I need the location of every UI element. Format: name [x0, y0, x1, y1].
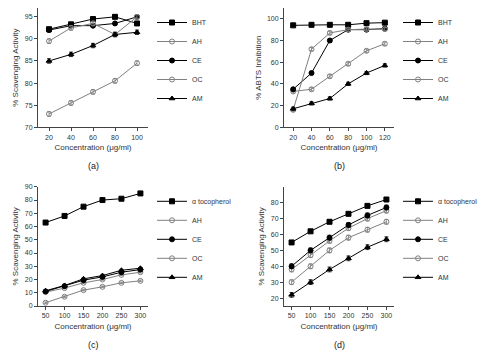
svg-text:AM: AM: [192, 274, 203, 281]
svg-text:BHT: BHT: [438, 19, 453, 26]
svg-text:10: 10: [25, 289, 33, 296]
svg-text:50: 50: [271, 247, 279, 254]
svg-text:60: 60: [271, 59, 279, 66]
svg-text:250: 250: [116, 312, 128, 319]
svg-text:CE: CE: [438, 236, 448, 243]
svg-text:OC: OC: [438, 76, 449, 83]
svg-text:100: 100: [131, 134, 143, 141]
svg-text:90: 90: [25, 183, 33, 190]
svg-text:% Scavenging Activity: % Scavenging Activity: [12, 207, 21, 285]
svg-text:OC: OC: [192, 255, 203, 262]
svg-text:100: 100: [59, 312, 71, 319]
svg-text:20: 20: [45, 134, 53, 141]
svg-text:80: 80: [25, 80, 33, 87]
svg-text:200: 200: [343, 312, 355, 319]
svg-text:Concentration (μg/ml): Concentration (μg/ml): [54, 322, 131, 331]
svg-text:40: 40: [271, 80, 279, 87]
svg-text:OC: OC: [438, 255, 449, 262]
svg-text:% ABTS Inhibition: % ABTS Inhibition: [254, 36, 263, 100]
svg-text:AH: AH: [438, 217, 448, 224]
svg-text:BHT: BHT: [192, 19, 207, 26]
svg-text:80: 80: [344, 134, 352, 141]
svg-text:70: 70: [271, 215, 279, 222]
svg-text:150: 150: [78, 312, 90, 319]
svg-text:200: 200: [97, 312, 109, 319]
svg-text:20: 20: [289, 134, 297, 141]
svg-text:(c): (c): [88, 340, 99, 350]
svg-text:70: 70: [25, 124, 33, 131]
svg-text:80: 80: [271, 199, 279, 206]
svg-text:CE: CE: [438, 57, 448, 64]
svg-text:Concentration (μg/ml): Concentration (μg/ml): [300, 322, 377, 331]
svg-text:100: 100: [361, 134, 373, 141]
svg-text:75: 75: [25, 102, 33, 109]
svg-text:95: 95: [25, 13, 33, 20]
svg-text:0: 0: [275, 124, 279, 131]
svg-text:250: 250: [362, 312, 374, 319]
svg-text:% Scavenging Activity: % Scavenging Activity: [258, 207, 267, 285]
svg-text:40: 40: [271, 263, 279, 270]
svg-text:300: 300: [135, 312, 147, 319]
svg-text:Concentration (μg/ml): Concentration (μg/ml): [300, 143, 377, 152]
svg-text:70: 70: [25, 210, 33, 217]
svg-text:100: 100: [267, 15, 279, 22]
svg-text:(d): (d): [334, 340, 345, 350]
svg-text:80: 80: [111, 134, 119, 141]
svg-text:(b): (b): [334, 161, 345, 171]
svg-text:20: 20: [25, 276, 33, 283]
svg-text:40: 40: [308, 134, 316, 141]
svg-text:20: 20: [271, 102, 279, 109]
svg-text:AH: AH: [192, 217, 202, 224]
svg-text:AH: AH: [192, 38, 202, 45]
svg-text:AM: AM: [438, 95, 449, 102]
svg-text:30: 30: [25, 263, 33, 270]
svg-text:α tocopherol: α tocopherol: [192, 198, 231, 206]
svg-text:AM: AM: [192, 95, 203, 102]
svg-text:50: 50: [42, 312, 50, 319]
svg-text:90: 90: [25, 35, 33, 42]
svg-text:AH: AH: [438, 38, 448, 45]
svg-text:150: 150: [324, 312, 336, 319]
svg-text:85: 85: [25, 57, 33, 64]
svg-text:60: 60: [326, 134, 334, 141]
svg-text:80: 80: [25, 196, 33, 203]
svg-text:CE: CE: [192, 236, 202, 243]
svg-text:40: 40: [67, 134, 75, 141]
svg-text:60: 60: [89, 134, 97, 141]
svg-text:0: 0: [29, 302, 33, 309]
svg-text:30: 30: [271, 279, 279, 286]
svg-text:60: 60: [25, 223, 33, 230]
svg-text:(a): (a): [88, 161, 99, 171]
svg-text:CE: CE: [192, 57, 202, 64]
svg-text:80: 80: [271, 37, 279, 44]
svg-text:OC: OC: [192, 76, 203, 83]
svg-text:120: 120: [379, 134, 391, 141]
svg-text:60: 60: [271, 231, 279, 238]
svg-text:50: 50: [25, 236, 33, 243]
svg-text:20: 20: [271, 295, 279, 302]
svg-text:% Scavenging Activity: % Scavenging Activity: [12, 28, 21, 106]
svg-text:40: 40: [25, 249, 33, 256]
svg-text:AM: AM: [438, 274, 449, 281]
svg-text:300: 300: [381, 312, 393, 319]
svg-text:100: 100: [305, 312, 317, 319]
svg-text:50: 50: [288, 312, 296, 319]
svg-text:α tocopherol: α tocopherol: [438, 198, 477, 206]
svg-text:Concentration (μg/ml): Concentration (μg/ml): [54, 143, 131, 152]
